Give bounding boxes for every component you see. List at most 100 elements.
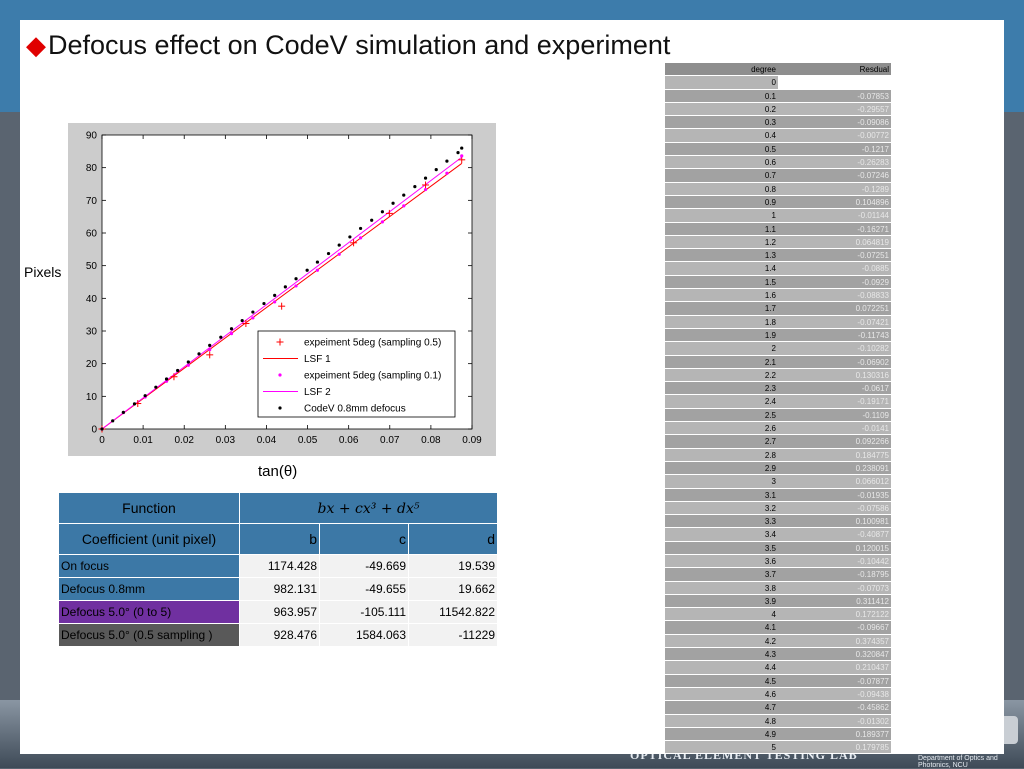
degree-cell: 2.6 xyxy=(665,422,778,435)
data-point xyxy=(370,218,374,222)
coef-c-cell: -49.669 xyxy=(319,554,409,578)
slide-title: ◆Defocus effect on CodeV simulation and … xyxy=(26,30,670,61)
data-point xyxy=(121,410,125,414)
degree-cell: 0 xyxy=(665,76,778,89)
residual-cell: -0.08833 xyxy=(778,289,891,302)
residual-row: 1 -0.01144 xyxy=(665,209,891,223)
degree-cell: 4.6 xyxy=(665,687,778,701)
y-tick-label: 0 xyxy=(91,425,97,436)
degree-cell: 1.9 xyxy=(665,328,778,342)
degree-header: degree xyxy=(665,63,778,76)
residual-row: 2.7 0.092266 xyxy=(665,435,891,449)
series-line xyxy=(101,163,463,430)
coef-table-row: Defocus 5.0° (0.5 sampling ) 928.476 1584.… xyxy=(58,623,498,647)
residual-row: 4.8 -0.01302 xyxy=(665,714,891,728)
degree-cell: 2.7 xyxy=(665,435,778,448)
residual-row: 2.8 0.184775 xyxy=(665,448,891,462)
residual-row: 3.8 -0.07073 xyxy=(665,581,891,595)
residual-row: 1.1 -0.16271 xyxy=(665,222,891,236)
data-point xyxy=(164,377,169,381)
coef-table-row: Defocus 0.8mm 982.131 -49.655 19.662 xyxy=(58,577,498,601)
residual-row: 4.7 -0.45862 xyxy=(665,701,891,715)
data-point xyxy=(283,285,287,289)
degree-cell: 4.1 xyxy=(665,621,778,634)
residual-cell: -0.10282 xyxy=(778,342,891,355)
degree-cell: 3.6 xyxy=(665,554,778,568)
residual-cell: 0.130316 xyxy=(778,368,891,382)
col-c-header: c xyxy=(319,523,409,555)
residual-cell: -0.45862 xyxy=(778,701,891,714)
degree-cell: 3.8 xyxy=(665,581,778,594)
degree-cell: 2.4 xyxy=(665,395,778,408)
coef-b-cell: 982.131 xyxy=(239,577,320,601)
degree-cell: 4.5 xyxy=(665,674,778,687)
residual-cell: -0.19171 xyxy=(778,395,891,408)
col-d-header: d xyxy=(408,523,498,555)
data-point xyxy=(456,151,460,155)
residual-row: 3.6 -0.10442 xyxy=(665,554,891,569)
coefficient-table: Function bx + cx³ + dx⁵ Coefficient (uni… xyxy=(58,492,498,647)
degree-cell: 3.3 xyxy=(665,515,778,528)
residual-row: 3.3 0.100981 xyxy=(665,515,891,529)
data-point xyxy=(176,368,180,373)
y-tick-label: 70 xyxy=(86,196,98,207)
residual-cell: 0.172122 xyxy=(778,608,891,621)
degree-cell: 0.7 xyxy=(665,169,778,182)
data-point xyxy=(460,154,464,158)
residual-cell xyxy=(778,76,891,89)
data-point xyxy=(337,243,341,247)
data-point xyxy=(348,235,352,239)
residual-row: 1.5 -0.0929 xyxy=(665,275,891,290)
scatter-chart: 0 0.01 0.02 0.03 0.04 0.05 0.06 0.07 0.08 0.09 0 10… xyxy=(86,131,482,447)
data-point xyxy=(186,360,190,364)
legend-label: LSF 2 xyxy=(304,387,331,398)
residual-row: 2.6 -0.0141 xyxy=(665,422,891,436)
residual-header: Resdual xyxy=(778,63,891,76)
degree-cell: 4 xyxy=(665,608,778,621)
legend-label: LSF 1 xyxy=(304,354,331,365)
residual-row: 0.8 -0.1289 xyxy=(665,182,891,196)
residual-row: 2.5 -0.1109 xyxy=(665,408,891,423)
coef-c-cell: 1584.063 xyxy=(319,623,409,647)
residual-row: 2.9 0.238091 xyxy=(665,461,891,476)
residual-row: 0.6 -0.26283 xyxy=(665,156,891,170)
y-tick-label: 50 xyxy=(86,261,98,272)
coef-label-header: Coefficient (unit pixel) xyxy=(58,523,240,555)
degree-cell: 4.8 xyxy=(665,714,778,727)
residual-cell: -0.1217 xyxy=(778,142,891,156)
series-line xyxy=(101,156,463,430)
degree-cell: 1.7 xyxy=(665,302,778,315)
residual-cell: 0.066012 xyxy=(778,475,891,488)
degree-cell: 3.1 xyxy=(665,488,778,501)
data-point xyxy=(273,293,277,297)
residual-cell: -0.26283 xyxy=(778,156,891,169)
data-point xyxy=(305,268,309,272)
residual-row: 1.7 0.072251 xyxy=(665,302,891,316)
residual-cell: -0.0929 xyxy=(778,275,891,289)
residual-cell: -0.01144 xyxy=(778,209,891,222)
residual-cell: -0.11743 xyxy=(778,328,891,342)
residual-row: 0.9 0.104896 xyxy=(665,195,891,210)
degree-cell: 4.7 xyxy=(665,701,778,714)
degree-cell: 1.4 xyxy=(665,262,778,275)
y-tick-label: 20 xyxy=(86,359,98,370)
y-tick-label: 90 xyxy=(86,131,98,142)
data-point xyxy=(294,284,298,288)
data-point xyxy=(278,302,286,310)
residual-cell: -0.0141 xyxy=(778,422,891,435)
x-tick-label: 0.04 xyxy=(257,435,277,446)
residual-cell: -0.1289 xyxy=(778,182,891,195)
coef-c-cell: -49.655 xyxy=(319,577,409,601)
coef-b-cell: 963.957 xyxy=(239,600,320,624)
residual-row: 4.1 -0.09667 xyxy=(665,621,891,635)
row-label: Defocus 0.8mm xyxy=(58,577,240,601)
data-point xyxy=(242,319,250,327)
coef-table-row: On focus 1174.428 -49.669 19.539 xyxy=(58,554,498,578)
coef-d-cell: 19.539 xyxy=(408,554,498,578)
residual-cell: 0.072251 xyxy=(778,302,891,315)
degree-cell: 4.9 xyxy=(665,727,778,741)
data-point xyxy=(380,220,384,224)
row-label: On focus xyxy=(58,554,240,578)
residual-row: 3.9 0.311412 xyxy=(665,594,891,609)
data-point xyxy=(385,209,393,217)
